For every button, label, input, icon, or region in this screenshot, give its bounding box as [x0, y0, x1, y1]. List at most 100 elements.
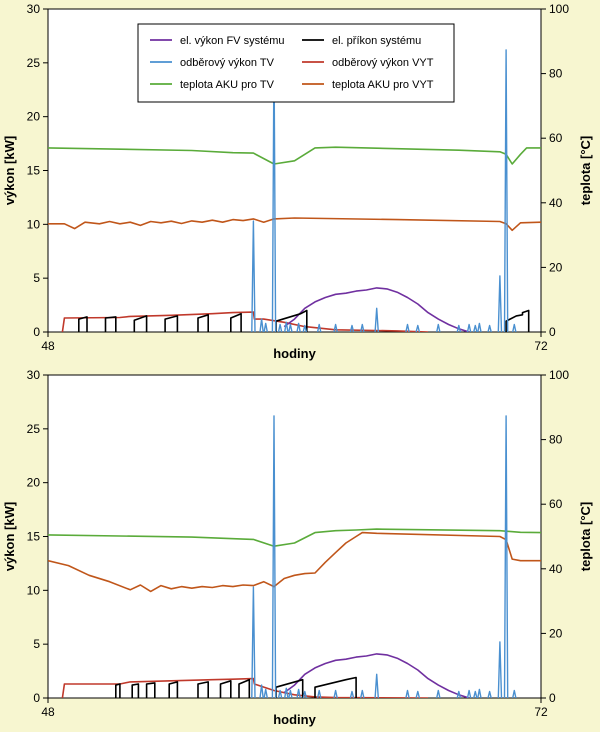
series-odberovy-vykon-tv-spike — [436, 689, 441, 698]
series-odberovy-vykon-tv-spike — [405, 323, 410, 332]
series-odberovy-vykon-tv-spike — [436, 323, 441, 332]
series-odberovy-vykon-tv-spike — [466, 323, 472, 332]
x-tick-label: 48 — [41, 705, 55, 719]
series-el-prikon-systemu-segment — [197, 314, 209, 332]
y-tick-label: 10 — [27, 583, 41, 597]
series-odberovy-vykon-tv-spike — [296, 688, 301, 698]
series-odberovy-vykon-tv-spike — [512, 689, 517, 698]
series-teplota-aku-pro-tv-line — [48, 146, 541, 165]
y-tick-label: 5 — [33, 637, 40, 651]
legend-label-el-vykon-fv-systemu: el. výkon FV systému — [180, 35, 285, 47]
legend-label-teplota-aku-pro-tv: teplota AKU pro TV — [180, 79, 275, 91]
series-odberovy-vykon-tv-spike — [288, 689, 293, 698]
series-odberovy-vykon-tv-spike — [349, 690, 355, 698]
y-axis-label: výkon [kW] — [2, 502, 17, 571]
legend-label-odberovy-vykon-vyt: odběrový výkon VYT — [332, 57, 434, 69]
series-el-prikon-systemu-segment — [78, 316, 88, 332]
series-el-vykon-fv-systemu-line — [283, 653, 470, 698]
y-tick-label: 15 — [27, 530, 41, 544]
series-odberovy-vykon-tv-spike — [302, 324, 308, 332]
series-odberovy-vykon-tv-spike — [415, 324, 421, 332]
series-odberovy-vykon-tv-spike — [277, 689, 283, 698]
y2-tick-label: 60 — [549, 497, 563, 511]
series-el-prikon-systemu-segment — [230, 312, 242, 332]
y-tick-label: 10 — [27, 217, 41, 231]
y2-tick-label: 100 — [549, 368, 569, 382]
y2-axis-label: teplota [°C] — [578, 136, 593, 205]
legend-box — [137, 23, 455, 103]
series-odberovy-vykon-tv-spike — [259, 684, 264, 698]
series-odberovy-vykon-tv-spike — [333, 689, 338, 698]
series-odberovy-vykon-tv-spike — [477, 688, 482, 698]
x-axis-label: hodiny — [273, 346, 316, 361]
series-odberovy-vykon-tv-spike — [271, 415, 277, 698]
series-odberovy-vykon-tv-spike — [259, 318, 264, 332]
series-el-prikon-systemu-segment — [104, 316, 117, 332]
y2-tick-label: 60 — [549, 131, 563, 145]
series-odberovy-vykon-tv-spike — [316, 323, 322, 332]
series-el-prikon-systemu-segment — [314, 676, 357, 698]
series-el-prikon-systemu-segment — [145, 682, 156, 698]
series-teplota-aku-pro-vyt-line — [48, 531, 541, 593]
series-el-prikon-systemu-segment — [164, 315, 179, 332]
series-el-prikon-systemu-segment — [131, 683, 140, 698]
series-odberovy-vykon-tv-spike — [456, 324, 462, 332]
y-tick-label: 20 — [27, 110, 41, 124]
y-tick-label: 25 — [27, 56, 41, 70]
chart-bottom: 0 5 10 15 20 25 30 0 20 40 60 80 100 48 72 hodiny výkon … — [2, 368, 593, 727]
y2-axis-label: teplota [°C] — [578, 502, 593, 571]
y2-tick-label: 20 — [549, 626, 563, 640]
y-tick-label: 30 — [27, 368, 41, 382]
y2-tick-label: 0 — [549, 691, 556, 705]
y-axis-label: výkon [kW] — [2, 136, 17, 205]
series-odberovy-vykon-tv-spike — [473, 690, 478, 698]
y2-tick-label: 100 — [549, 2, 569, 16]
series-odberovy-vykon-tv-spike — [374, 673, 379, 698]
series-odberovy-vykon-tv-spike — [263, 688, 268, 698]
chart-top: 0 5 10 15 20 25 30 0 20 40 60 80 100 48 72 hodiny výkon … — [2, 2, 593, 361]
y2-tick-label: 80 — [549, 433, 563, 447]
series-odberovy-vykon-tv-spike — [456, 690, 462, 698]
series-odberovy-vykon-tv-spike — [497, 275, 503, 332]
series-el-prikon-systemu-segment — [197, 681, 209, 698]
y-tick-label: 0 — [33, 691, 40, 705]
series-odberovy-vykon-tv-spike — [415, 690, 421, 698]
series-teplota-aku-pro-vyt-line — [48, 217, 541, 232]
series-group — [48, 49, 541, 332]
series-odberovy-vykon-tv-spike — [284, 687, 289, 698]
series-el-vykon-fv-systemu-line — [283, 287, 470, 332]
y-tick-label: 0 — [33, 325, 40, 339]
y-tick-label: 5 — [33, 271, 40, 285]
y-tick-label: 15 — [27, 164, 41, 178]
series-odberovy-vykon-tv-spike — [349, 324, 355, 332]
series-odberovy-vykon-tv-spike — [251, 586, 256, 698]
series-odberovy-vykon-tv-spike — [497, 641, 503, 698]
x-tick-label: 72 — [534, 705, 548, 719]
series-odberovy-vykon-tv-spike — [360, 323, 365, 332]
series-odberovy-vykon-tv-spike — [473, 324, 478, 332]
series-el-prikon-systemu-segment — [219, 680, 232, 698]
series-odberovy-vykon-tv-spike — [477, 322, 482, 332]
x-tick-label: 48 — [41, 339, 55, 353]
series-odberovy-vykon-tv-spike — [512, 323, 517, 332]
series-odberovy-vykon-tv-spike — [263, 322, 268, 332]
series-odberovy-vykon-tv-spike — [316, 689, 322, 698]
series-teplota-aku-pro-tv-line — [48, 528, 541, 547]
series-odberovy-vykon-vyt-line — [61, 677, 429, 698]
x-tick-label: 72 — [534, 339, 548, 353]
legend-label-teplota-aku-pro-vyt: teplota AKU pro VYT — [332, 79, 434, 91]
series-el-prikon-systemu-segment — [168, 681, 179, 698]
y2-tick-label: 80 — [549, 67, 563, 81]
series-odberovy-vykon-tv-spike — [487, 690, 492, 698]
series-odberovy-vykon-tv-spike — [296, 322, 301, 332]
series-odberovy-vykon-tv-spike — [277, 323, 283, 332]
series-el-prikon-systemu-segment — [115, 683, 121, 698]
series-odberovy-vykon-tv-spike — [284, 321, 289, 332]
series-el-prikon-systemu-segment — [505, 309, 530, 332]
series-odberovy-vykon-tv-spike — [360, 689, 365, 698]
series-odberovy-vykon-tv-spike — [487, 324, 492, 332]
legend-label-odberovy-vykon-tv: odběrový výkon TV — [180, 57, 275, 69]
y2-tick-label: 0 — [549, 325, 556, 339]
series-odberovy-vykon-tv-spike — [251, 220, 256, 332]
